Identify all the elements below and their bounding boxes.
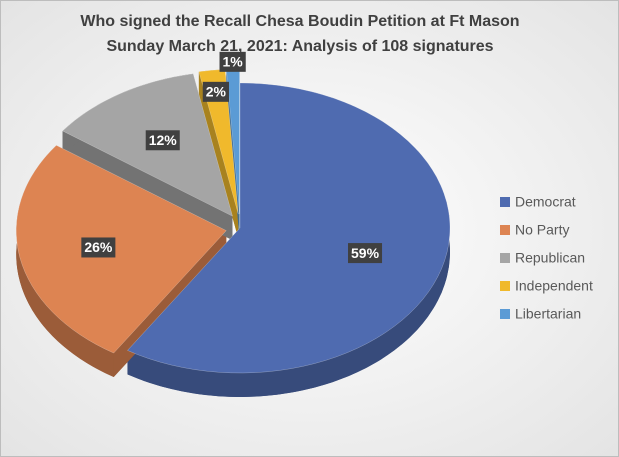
pie: 59% 26% 12% 2% 1%: [16, 51, 451, 397]
data-label: 2%: [206, 84, 227, 100]
data-label: 26%: [84, 239, 113, 255]
legend-swatch: [500, 225, 510, 235]
data-label-box: [81, 237, 116, 258]
chart-subtitle: Sunday March 21, 2021: Analysis of 108 s…: [106, 38, 493, 55]
data-label: 12%: [149, 132, 178, 148]
legend-swatch: [500, 253, 510, 263]
data-label-box: [348, 243, 383, 264]
legend-swatch: [500, 197, 510, 207]
legend-label: Libertarian: [515, 306, 581, 322]
legend-label: Republican: [515, 250, 585, 266]
data-label-box: [145, 130, 180, 151]
slice-side: [16, 145, 114, 378]
data-label-box: [202, 81, 229, 102]
slice: [16, 145, 227, 354]
slice-side: [198, 71, 239, 239]
legend-label: Independent: [515, 278, 593, 294]
legend-swatch: [500, 281, 510, 291]
legend-label: No Party: [515, 222, 569, 238]
legend: Democrat No Party Republican Independent Lib…: [500, 194, 593, 322]
slice: [127, 82, 451, 374]
data-label: 1%: [223, 54, 244, 70]
legend-label: Democrat: [515, 194, 576, 210]
chart-title: Who signed the Recall Chesa Boudin Petit…: [80, 13, 519, 30]
slice-side: [127, 83, 450, 397]
legend-swatch: [500, 309, 510, 319]
data-label-box: [219, 51, 246, 72]
data-label: 59%: [351, 245, 380, 261]
